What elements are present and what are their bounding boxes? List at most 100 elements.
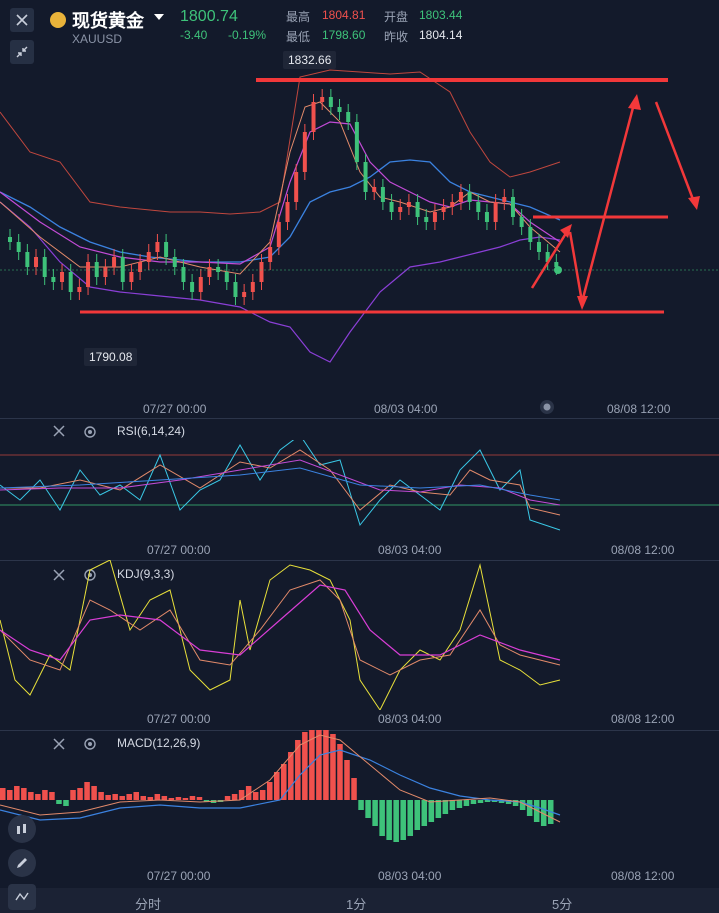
main-candle-chart[interactable] [0,52,719,418]
macd-bar [316,730,322,800]
candle-body [16,242,21,252]
close-icon[interactable] [10,8,34,32]
low-label: 最低 [286,30,311,44]
macd-bar [428,800,435,822]
timeframe-bar [0,888,719,913]
macd-bar [196,797,203,800]
close-icon[interactable] [52,424,66,438]
macd-bar [245,786,252,800]
candle-body [441,207,446,212]
prev-close-label: 昨收 [384,30,409,44]
candle-body [60,272,65,282]
macd-bar [168,798,175,800]
candle-body [545,252,550,262]
time-axis-label: 08/08 12:00 [611,712,675,726]
candle-body [68,272,73,292]
low-value: 1798.60 [322,28,366,42]
candle-body [415,202,420,217]
macd-bar [498,800,505,803]
macd-bar [393,800,399,842]
macd-title: MACD(12,26,9) [117,736,201,750]
settings-icon[interactable] [82,424,98,440]
rsi-title: RSI(6,14,24) [117,424,186,438]
macd-bar [21,788,27,800]
candle-body [42,257,47,277]
macd-bar [126,794,132,800]
macd-bar [259,790,266,800]
macd-bar [435,800,442,818]
time-axis-label: 07/27 00:00 [147,869,211,883]
candle-body [103,267,108,277]
macd-bar [266,782,273,800]
candle-body [138,262,143,272]
macd-bar [112,794,118,800]
macd-bar [182,798,189,800]
candle-body [294,172,299,202]
high-value: 1804.81 [322,8,366,22]
tab-1min[interactable]: 1分 [346,897,367,912]
candle-body [458,192,463,202]
candle-body [77,287,82,292]
settings-icon[interactable] [82,736,98,752]
candle-body [380,187,385,202]
tab-timeshare[interactable]: 分时 [135,897,162,912]
macd-bar [512,800,519,806]
macd-bar [407,800,413,836]
candle-body [450,202,455,207]
macd-bar [0,788,6,800]
macd-chart[interactable] [0,730,719,888]
macd-bar [288,752,294,800]
candle-body [25,252,30,267]
candle-body [129,272,134,282]
instrument-title[interactable]: 现货黄金 [72,11,144,31]
gold-coin-icon [50,12,66,28]
macd-bar [477,800,484,803]
macd-bar [203,800,210,802]
macd-bar [540,800,547,826]
candle-body [8,237,12,242]
candle-body [268,247,273,262]
panel-divider [0,560,719,561]
panel-divider [0,730,719,731]
macd-bar [358,800,364,810]
macd-bar [14,786,20,800]
close-icon[interactable] [52,737,66,751]
time-axis-label: 07/27 00:00 [147,543,211,557]
macd-bar [323,730,329,800]
candle-tool-icon[interactable] [8,815,36,843]
candle-body [181,267,186,282]
indicator-icon[interactable] [8,884,36,910]
macd-bar [309,730,315,800]
macd-bar [386,800,392,840]
macd-bar [238,790,245,800]
candle-body [190,282,195,292]
macd-bar [442,800,449,814]
pencil-icon[interactable] [8,849,36,877]
tab-5min[interactable]: 5分 [552,897,573,912]
candle-body [328,97,333,107]
macd-bar [519,800,526,810]
macd-bar [119,796,125,800]
candle-body [467,192,472,202]
dropdown-icon[interactable] [154,14,164,22]
time-axis-label: 08/08 12:00 [611,869,675,883]
macd-bar [400,800,406,840]
collapse-icon[interactable] [10,40,34,64]
macd-bar [175,797,182,800]
close-icon[interactable] [52,568,66,582]
candle-body [51,277,56,282]
high-label: 最高 [286,10,311,24]
prev-close-value: 1804.14 [419,28,463,42]
macd-bar [456,800,463,808]
kdj-chart[interactable] [0,560,719,710]
macd-bar [379,800,385,836]
rsi-chart[interactable] [0,440,719,540]
candle-body [311,102,316,132]
macd-bar [526,800,533,816]
max-price-label: 1832.66 [283,51,337,69]
instrument-symbol: XAUUSD [72,32,123,46]
macd-bar [344,760,350,800]
macd-bar [484,800,491,802]
macd-bar [351,778,357,800]
macd-bar [295,740,301,800]
